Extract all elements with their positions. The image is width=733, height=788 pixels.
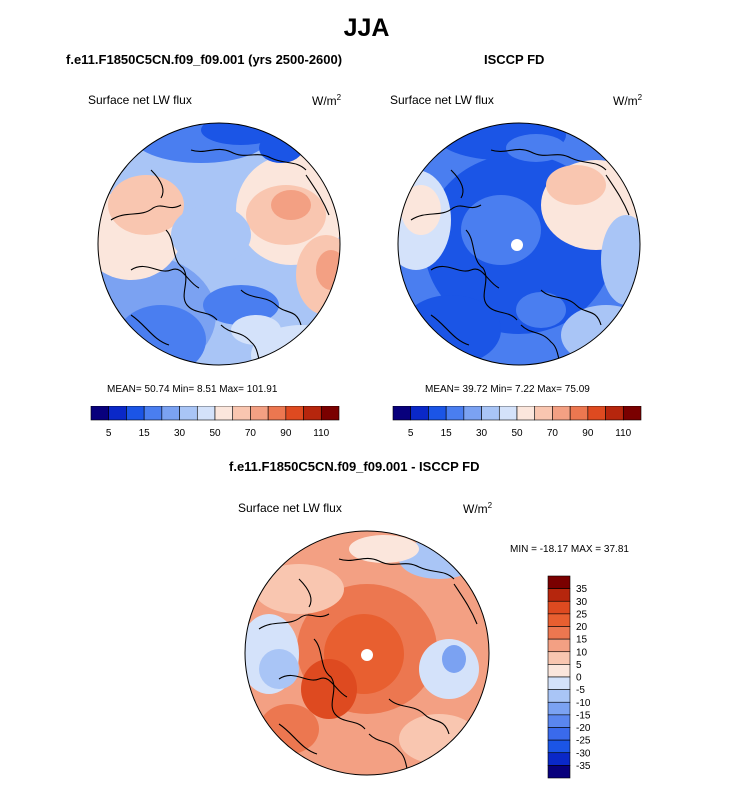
colorbar-tick-label: -20: [576, 723, 590, 734]
colorbar-swatch: [587, 406, 606, 421]
colorbar-swatch: [547, 752, 571, 766]
obs-panel-title: ISCCP FD: [484, 52, 545, 67]
colorbar-tick-label: 35: [576, 584, 588, 595]
model-stats: MEAN= 50.74 Min= 8.51 Max= 101.91: [107, 384, 278, 395]
obs-variable-label: Surface net LW flux: [390, 93, 494, 107]
colorbar-swatch: [547, 651, 571, 665]
colorbar-tick-label: 0: [576, 673, 582, 684]
colorbar-swatch: [320, 406, 340, 421]
colorbar-swatch: [547, 638, 571, 653]
colorbar-tick-label: 15: [441, 428, 453, 438]
colorbar-swatch: [232, 406, 251, 421]
colorbar-swatch: [569, 406, 589, 421]
colorbar-swatch: [428, 406, 447, 421]
colorbar-swatch: [445, 406, 465, 421]
colorbar-tick-label: 30: [576, 597, 588, 608]
colorbar-swatch: [547, 765, 571, 779]
obs-polar-map: [397, 122, 641, 366]
colorbar-tick-label: 50: [209, 428, 221, 438]
colorbar-swatch: [126, 406, 145, 421]
colorbar-tick-label: 90: [280, 428, 292, 438]
colorbar-swatch: [547, 600, 571, 615]
obs-units-label: W/m2: [613, 93, 643, 108]
colorbar-tick-label: -25: [576, 736, 590, 747]
colorbar-swatch: [547, 739, 571, 754]
colorbar-tick-label: -5: [576, 685, 585, 696]
colorbar-tick-label: 110: [615, 428, 631, 438]
colorbar-tick-label: -35: [576, 761, 590, 772]
colorbar-swatch: [463, 406, 482, 421]
colorbar-swatch: [481, 406, 500, 421]
colorbar-tick-label: 30: [174, 428, 186, 438]
colorbar-swatch: [605, 406, 624, 421]
colorbar-swatch: [547, 676, 571, 690]
colorbar-tick-label: 20: [576, 622, 588, 633]
model-units-label: W/m2: [312, 93, 342, 108]
diff-pole-hole: [361, 649, 373, 661]
model-colorbar: 51530507090110130: [90, 406, 340, 438]
colorbar-tick-label: 30: [476, 428, 488, 438]
colorbar-swatch: [303, 406, 322, 421]
colorbar-swatch: [547, 588, 571, 602]
colorbar-tick-label: 5: [408, 428, 414, 438]
colorbar-tick-label: 15: [139, 428, 151, 438]
colorbar-swatch: [108, 406, 127, 421]
colorbar-swatch: [547, 575, 571, 589]
colorbar-tick-label: 5: [576, 660, 582, 671]
colorbar-swatch: [547, 701, 571, 716]
colorbar-swatch: [392, 406, 412, 421]
colorbar-tick-label: -10: [576, 698, 590, 709]
diff-polar-map: [244, 530, 490, 776]
obs-colorbar: 51530507090110130: [392, 406, 642, 438]
colorbar-swatch: [143, 406, 163, 421]
colorbar-swatch: [267, 406, 287, 421]
diff-panel-title: f.e11.F1850C5CN.f09_f09.001 - ISCCP FD: [229, 459, 480, 474]
colorbar-tick-label: 5: [106, 428, 112, 438]
colorbar-swatch: [498, 406, 518, 421]
colorbar-tick-label: -15: [576, 710, 590, 721]
colorbar-swatch: [534, 406, 553, 421]
colorbar-tick-label: -30: [576, 748, 590, 759]
colorbar-swatch: [547, 714, 571, 728]
colorbar-swatch: [547, 613, 571, 627]
colorbar-swatch: [552, 406, 571, 421]
diff-units-label: W/m2: [463, 501, 493, 516]
colorbar-tick-label: 15: [576, 635, 588, 646]
figure-title: JJA: [343, 14, 390, 42]
colorbar-swatch: [547, 626, 571, 640]
colorbar-swatch: [285, 406, 304, 421]
colorbar-swatch: [179, 406, 198, 421]
colorbar-tick-label: 70: [547, 428, 559, 438]
model-polar-map: [97, 122, 341, 366]
colorbar-swatch: [410, 406, 429, 421]
colorbar-tick-label: 70: [245, 428, 257, 438]
diff-stats: MIN = -18.17 MAX = 37.81: [510, 544, 629, 555]
colorbar-tick-label: 90: [582, 428, 594, 438]
colorbar-swatch: [214, 406, 234, 421]
model-panel-title: f.e11.F1850C5CN.f09_f09.001 (yrs 2500-26…: [66, 52, 343, 67]
colorbar-tick-label: 50: [511, 428, 523, 438]
colorbar-swatch: [516, 406, 536, 421]
obs-pole-hole: [511, 239, 523, 251]
colorbar-swatch: [196, 406, 216, 421]
colorbar-swatch: [547, 727, 571, 741]
colorbar-tick-label: 110: [313, 428, 329, 438]
colorbar-swatch: [161, 406, 180, 421]
colorbar-tick-label: 10: [576, 647, 588, 658]
obs-stats: MEAN= 39.72 Min= 7.22 Max= 75.09: [425, 384, 590, 395]
colorbar-swatch: [90, 406, 110, 421]
model-variable-label: Surface net LW flux: [88, 93, 192, 107]
diff-variable-label: Surface net LW flux: [238, 501, 342, 515]
colorbar-swatch: [547, 664, 571, 678]
colorbar-tick-label: 25: [576, 609, 588, 620]
colorbar-swatch: [622, 406, 642, 421]
colorbar-swatch: [547, 689, 571, 703]
colorbar-swatch: [250, 406, 269, 421]
